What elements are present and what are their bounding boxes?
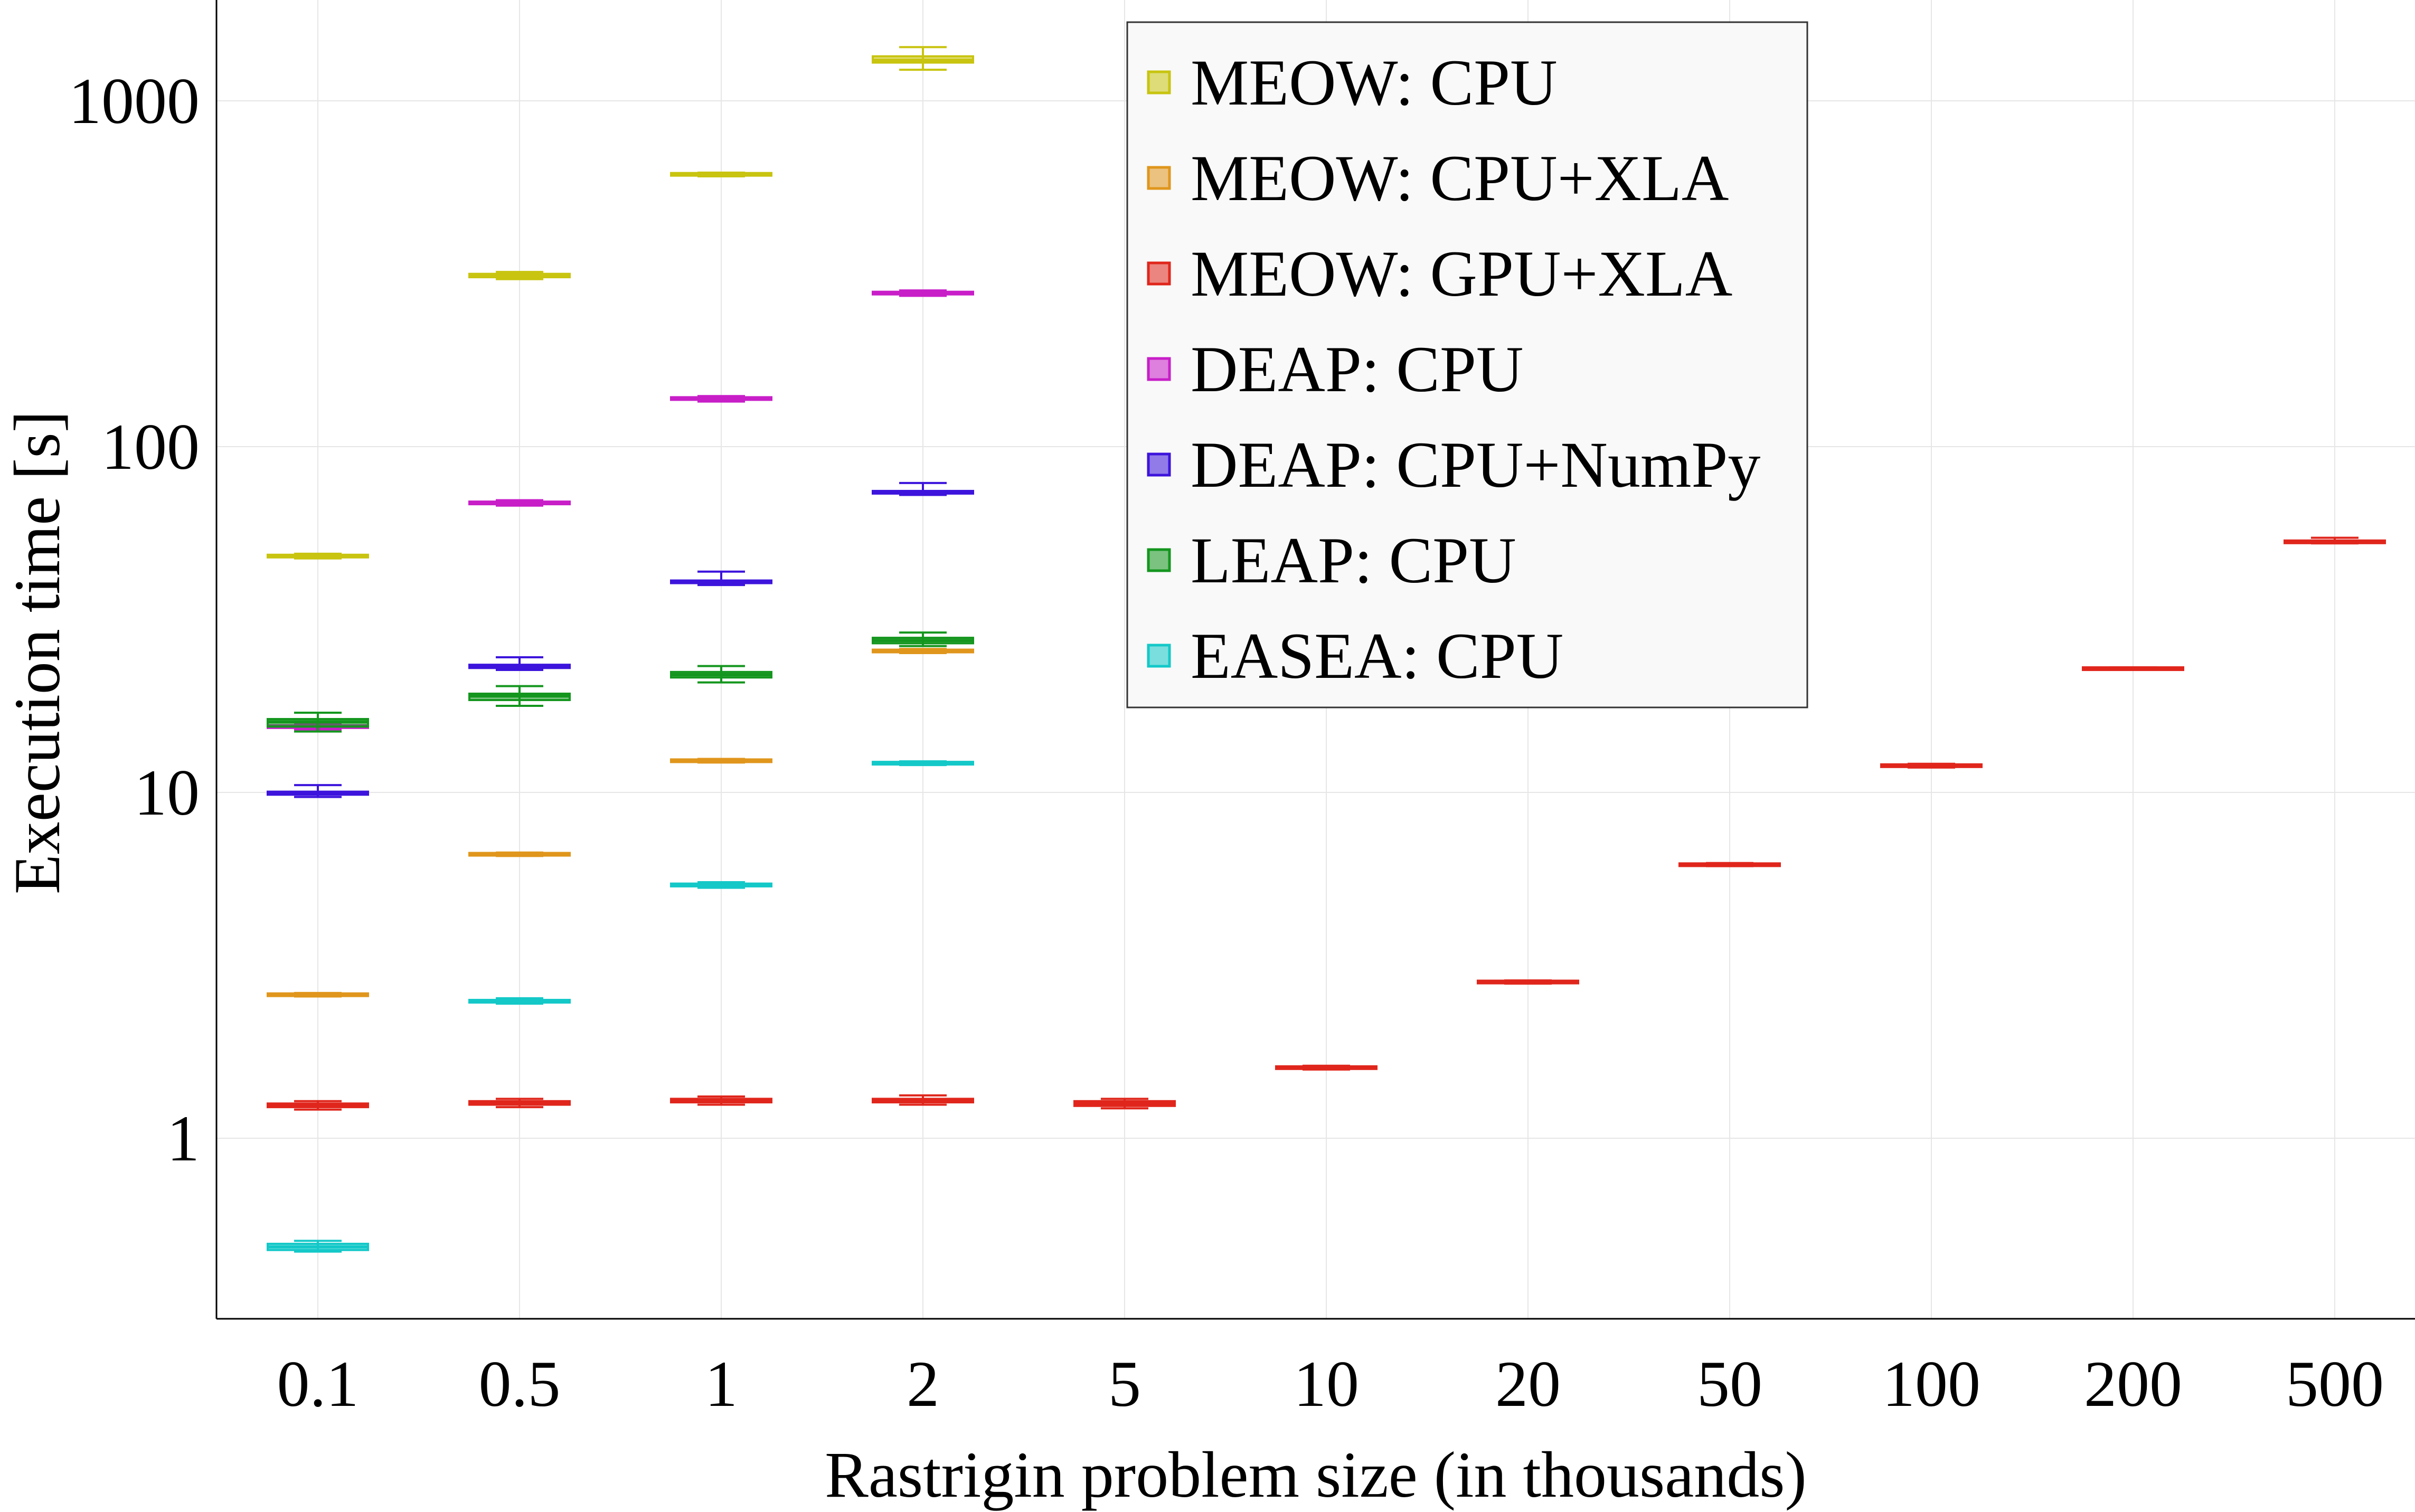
x-tick-label: 100	[1882, 1348, 1980, 1420]
box-mark	[2284, 536, 2386, 545]
box-mark	[670, 881, 772, 889]
legend-item: MEOW: GPU+XLA	[1147, 238, 1732, 310]
legend-item: EASEA: CPU	[1147, 620, 1563, 692]
x-tick-label: 50	[1697, 1348, 1762, 1420]
box-mark	[267, 991, 369, 998]
box-mark	[267, 552, 369, 560]
legend-item: DEAP: CPU+NumPy	[1147, 429, 1760, 501]
legend-swatch	[1147, 644, 1171, 668]
axes	[215, 0, 2415, 1320]
box-mark	[267, 712, 369, 733]
box-mark	[670, 665, 772, 684]
legend-label: LEAP: CPU	[1191, 524, 1516, 597]
x-tick-label: 0.5	[479, 1348, 561, 1420]
box-mark	[872, 1094, 974, 1106]
box-mark	[670, 1095, 772, 1106]
box-mark	[468, 499, 571, 507]
box-mark	[468, 271, 571, 280]
box-mark	[872, 631, 974, 647]
legend-label: MEOW: GPU+XLA	[1191, 238, 1732, 310]
y-tick-label: 1	[167, 1102, 200, 1175]
x-tick-label: 200	[2084, 1348, 2182, 1420]
y-axis-label: Execution time [s]	[1, 411, 73, 894]
box-mark	[1880, 762, 1983, 769]
box-mark	[670, 758, 772, 764]
legend-item: DEAP: CPU	[1147, 333, 1523, 405]
box-mark	[1678, 862, 1781, 867]
legend-swatch	[1147, 548, 1171, 572]
legend: MEOW: CPU MEOW: CPU+XLA MEOW: GPU+XLA DEAP:…	[1126, 21, 1808, 708]
box-mark	[1477, 979, 1579, 985]
box-mark	[468, 997, 571, 1005]
y-tick-label: 1000	[69, 65, 200, 137]
legend-swatch	[1147, 70, 1171, 94]
legend-label: EASEA: CPU	[1191, 620, 1563, 692]
legend-label: DEAP: CPU+NumPy	[1191, 429, 1760, 501]
legend-swatch	[1147, 261, 1171, 286]
legend-swatch	[1147, 452, 1171, 477]
x-tick-label: 5	[1108, 1348, 1141, 1420]
y-tick-labels: 1 10 100 1000	[69, 65, 200, 1175]
box-marks	[267, 46, 2386, 1253]
legend-item: MEOW: CPU+XLA	[1147, 142, 1729, 214]
y-tick-label: 10	[134, 757, 200, 829]
x-tick-labels: 0.1 0.5 1 2 5 10 20 50 100 200 500	[277, 1348, 2384, 1420]
box-mark	[670, 171, 772, 177]
x-tick-label: 1	[705, 1348, 738, 1420]
y-tick-label: 100	[101, 411, 200, 483]
x-tick-label: 500	[2286, 1348, 2384, 1420]
box-mark	[872, 648, 974, 654]
legend-label: MEOW: CPU	[1191, 46, 1558, 119]
box-mark	[670, 570, 772, 587]
box-mark	[468, 851, 571, 857]
legend-swatch	[1147, 166, 1171, 190]
legend-box	[1126, 21, 1808, 708]
legend-label: DEAP: CPU	[1191, 333, 1523, 405]
legend-item: MEOW: CPU	[1147, 46, 1558, 119]
box-mark	[267, 1100, 369, 1111]
box-mark	[872, 46, 974, 71]
box-mark	[872, 289, 974, 297]
box-mark	[2082, 666, 2184, 672]
box-mark	[267, 1240, 369, 1253]
box-mark	[468, 656, 571, 672]
box-mark	[1073, 1098, 1176, 1110]
x-axis-label: Rastrigin problem size (in thousands)	[825, 1439, 1807, 1511]
x-tick-label: 2	[907, 1348, 939, 1420]
box-mark	[468, 1098, 571, 1109]
legend-swatch	[1147, 357, 1171, 381]
box-mark	[267, 784, 369, 798]
box-mark	[468, 685, 571, 707]
box-mark	[872, 760, 974, 767]
legend-label: MEOW: CPU+XLA	[1191, 142, 1729, 214]
box-mark	[872, 481, 974, 496]
x-tick-label: 20	[1495, 1348, 1561, 1420]
x-tick-label: 10	[1294, 1348, 1359, 1420]
x-tick-label: 0.1	[277, 1348, 359, 1420]
box-mark	[1275, 1064, 1378, 1071]
legend-item: LEAP: CPU	[1147, 524, 1516, 597]
box-mark	[670, 395, 772, 403]
